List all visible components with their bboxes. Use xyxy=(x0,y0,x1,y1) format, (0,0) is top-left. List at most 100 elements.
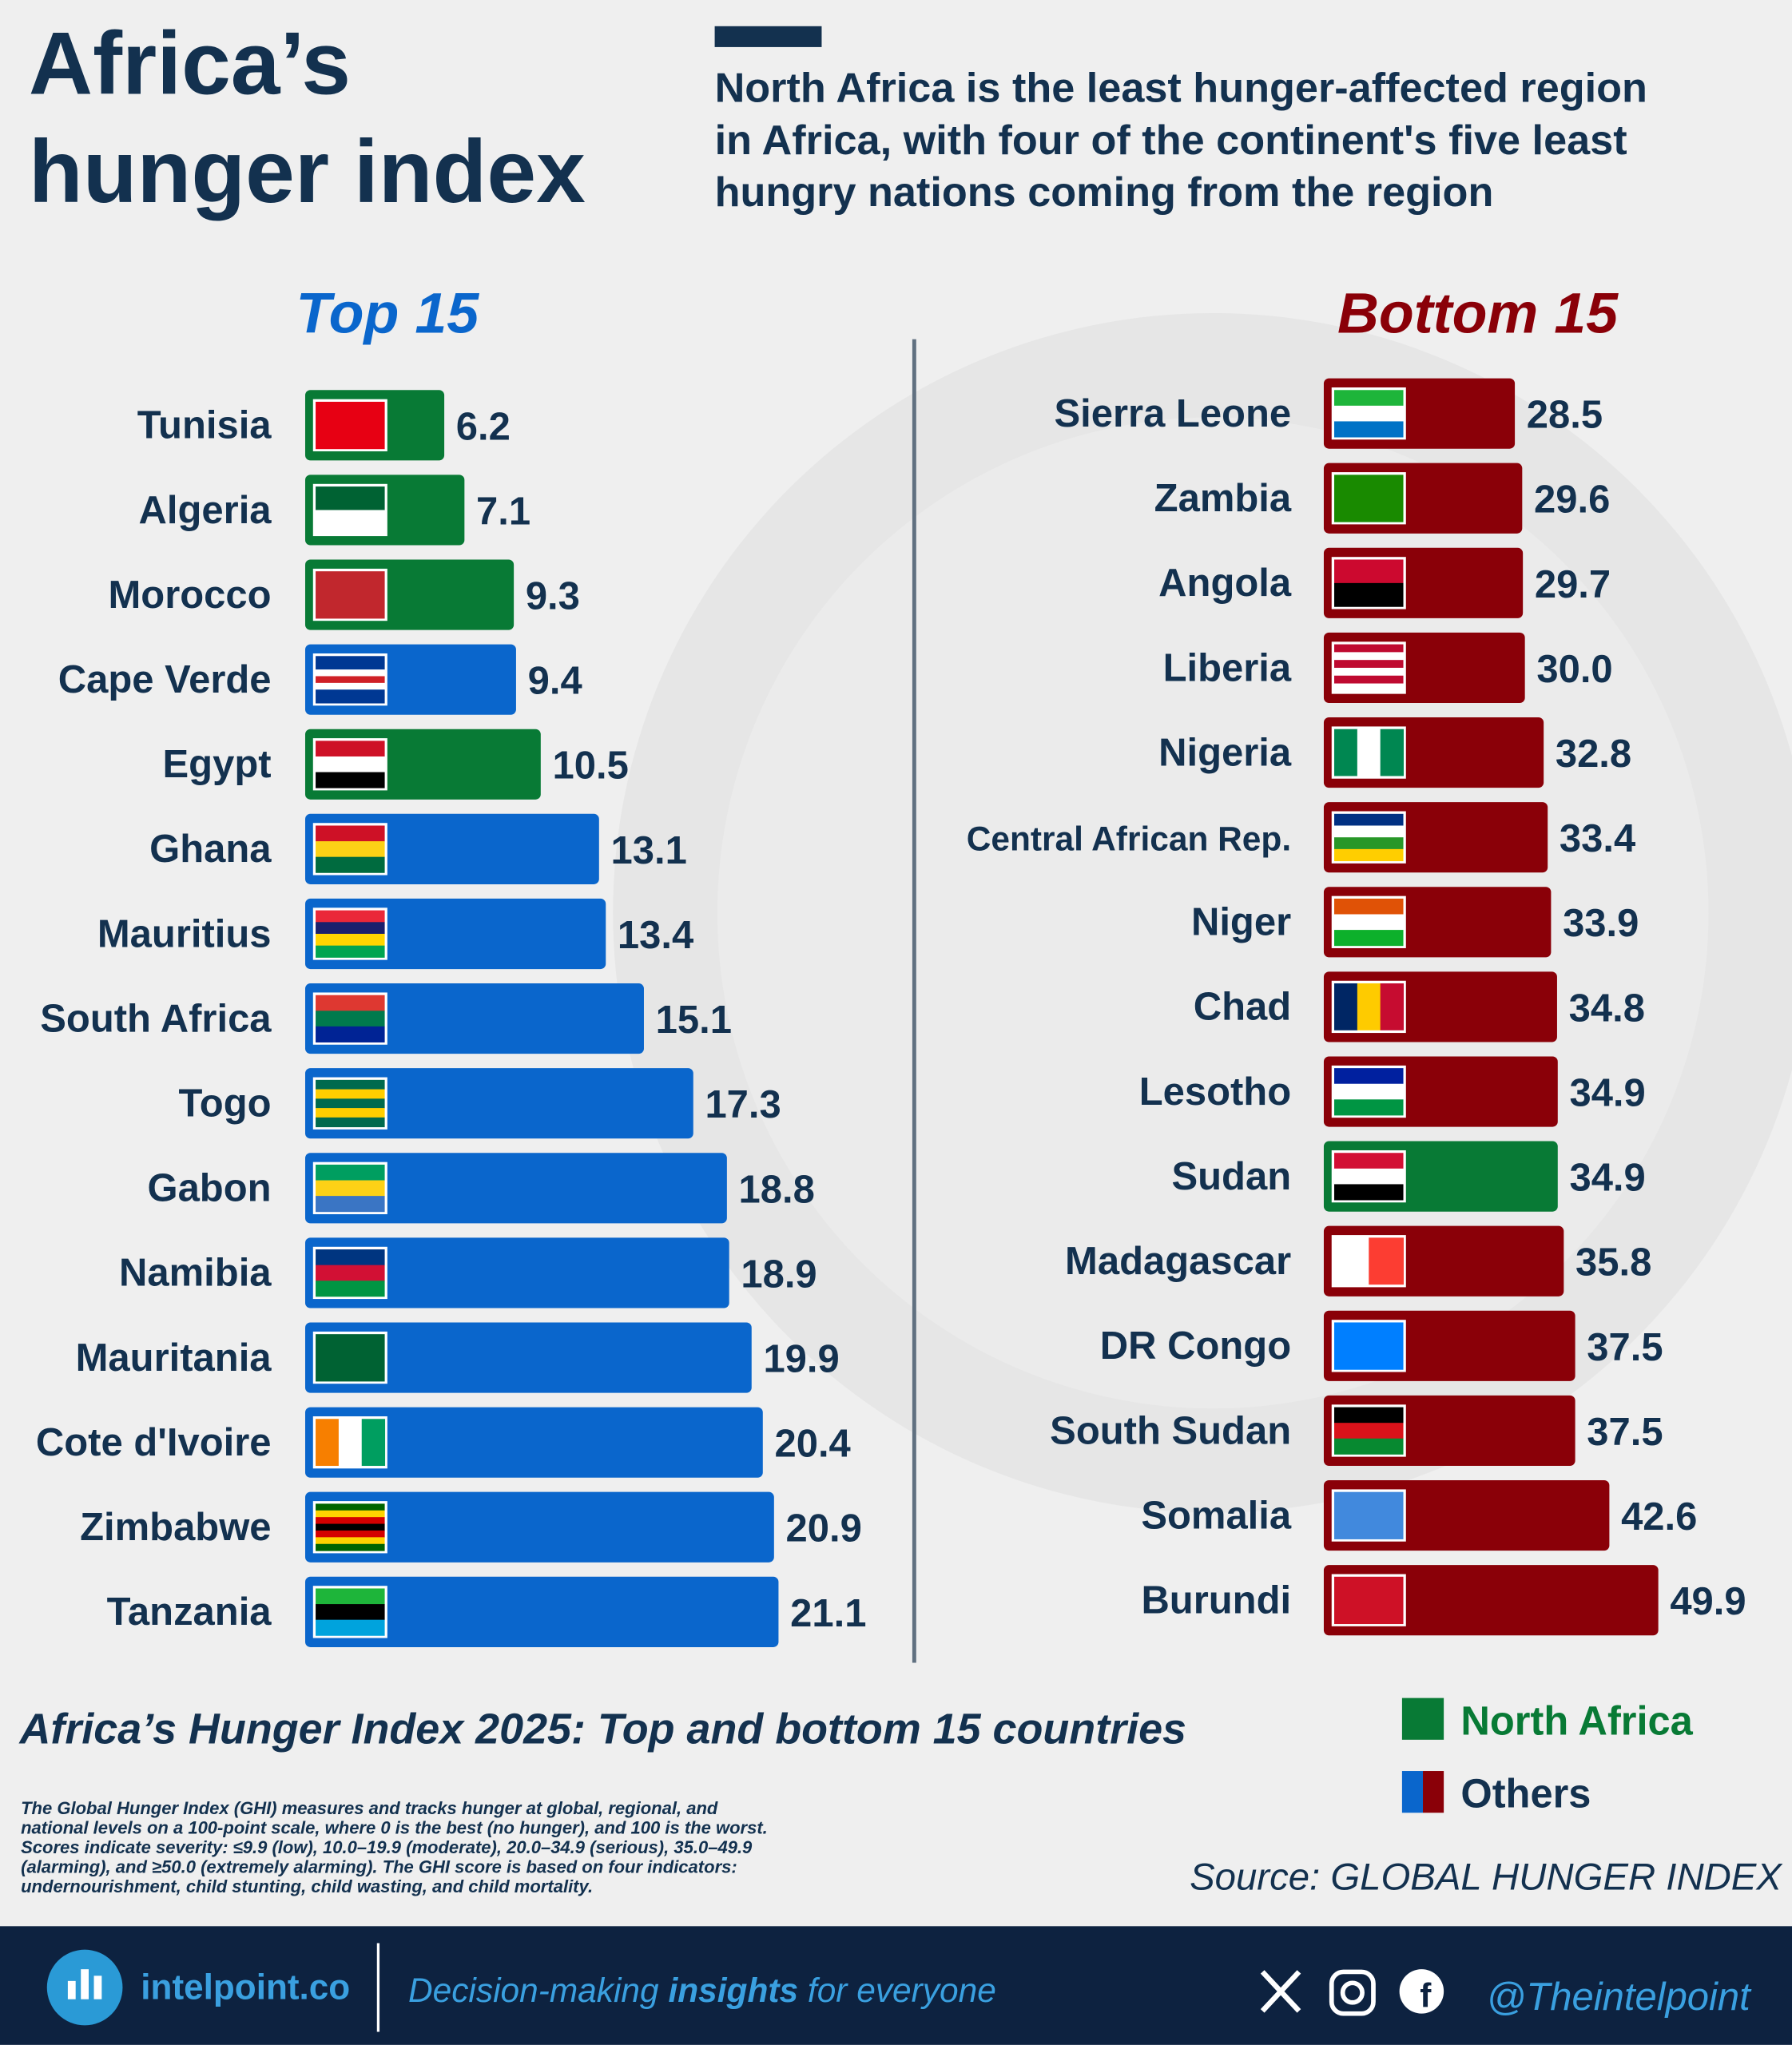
note-line: The Global Hunger Index (GHI) measures a… xyxy=(21,1798,718,1818)
category-label: Cote d'Ivoire xyxy=(36,1421,272,1464)
x-icon[interactable] xyxy=(1260,1970,1301,2013)
category-label: Morocco xyxy=(108,574,271,617)
flag-stripe xyxy=(1357,983,1381,1030)
value-label: 18.9 xyxy=(741,1253,817,1296)
flag xyxy=(1331,1150,1406,1203)
flag-stripe xyxy=(316,756,385,773)
value-label: 10.5 xyxy=(553,745,629,788)
value-label: 42.6 xyxy=(1621,1495,1697,1539)
note-line: national levels on a 100-point scale, wh… xyxy=(21,1817,768,1837)
flag-stripe xyxy=(316,1011,385,1027)
value-label: 21.1 xyxy=(790,1592,866,1635)
flag-stripe xyxy=(316,1108,385,1118)
flag-stripe xyxy=(316,1117,385,1128)
flag-stripe xyxy=(316,772,385,788)
legend: North Africa Others xyxy=(1401,1698,1694,1817)
category-label: South Sudan xyxy=(1050,1409,1291,1452)
flag-stripe xyxy=(1334,1438,1404,1455)
legend-label: Others xyxy=(1460,1771,1591,1817)
value-label: 30.0 xyxy=(1536,648,1612,691)
value-label: 20.4 xyxy=(774,1423,850,1466)
flag-stripe xyxy=(316,1164,385,1181)
value-label: 34.9 xyxy=(1569,1157,1645,1200)
flag-stripe xyxy=(316,856,385,873)
flag-stripe xyxy=(316,669,385,677)
flag-stripe xyxy=(1334,813,1404,826)
category-label: Nigeria xyxy=(1158,731,1292,774)
flag-stripe xyxy=(316,1543,385,1551)
bar-chart: Top 15 Tunisia 6.2 Algeria 7.1 Morocco 9.3 Cape… xyxy=(36,281,866,1647)
flag-stripe xyxy=(316,1510,385,1518)
flag-stripe xyxy=(1334,1322,1404,1370)
value-label: 18.8 xyxy=(739,1168,815,1211)
category-label: Tanzania xyxy=(107,1590,272,1634)
flag-stripe xyxy=(1334,898,1404,915)
flag-stripe xyxy=(316,401,385,450)
category-label: Mauritius xyxy=(97,912,272,955)
value-label: 28.5 xyxy=(1527,394,1603,437)
flag-stripe xyxy=(316,1079,385,1090)
tagline-part: Decision-making xyxy=(408,1972,668,2009)
flag-stripe xyxy=(316,1196,385,1213)
flag xyxy=(312,1246,387,1300)
flag xyxy=(312,1077,387,1130)
flag-stripe xyxy=(316,1619,385,1636)
value-label: 9.3 xyxy=(526,575,580,618)
flag-stripe xyxy=(316,1281,385,1297)
bar xyxy=(304,1322,752,1393)
flag-stripe xyxy=(1334,683,1404,692)
accent-bar xyxy=(714,26,822,47)
flag-stripe xyxy=(1334,848,1404,862)
flag xyxy=(1331,895,1406,948)
charts: Top 15 Tunisia 6.2 Algeria 7.1 Morocco 9.3 Cape… xyxy=(36,281,1746,1647)
flag xyxy=(312,1586,387,1638)
site[interactable]: intelpoint.co xyxy=(141,1968,350,2007)
value-label: 33.9 xyxy=(1563,902,1639,945)
flag-stripe xyxy=(1334,559,1404,584)
category-label: Burundi xyxy=(1141,1579,1291,1622)
flag-stripe xyxy=(1334,652,1404,661)
flag xyxy=(1331,980,1406,1034)
category-label: Lesotho xyxy=(1139,1070,1291,1114)
flag-stripe xyxy=(316,1523,385,1531)
flag xyxy=(312,1331,387,1384)
flag xyxy=(1331,1489,1406,1542)
handle[interactable]: @Theintelpoint xyxy=(1487,1976,1753,2019)
value-label: 13.1 xyxy=(611,829,687,872)
flag-stripe xyxy=(338,1419,363,1467)
flag-stripe xyxy=(361,1419,386,1467)
title-line: hunger index xyxy=(29,122,586,221)
flag-stripe xyxy=(316,825,385,842)
flag-stripe xyxy=(1334,667,1404,677)
flag-stripe xyxy=(1334,1423,1404,1439)
value-label: 13.4 xyxy=(618,914,693,957)
note-line: undernourishment, child stunting, child … xyxy=(21,1876,593,1896)
value-label: 49.9 xyxy=(1670,1580,1746,1623)
flag xyxy=(1331,811,1406,864)
flag-stripe xyxy=(316,656,385,664)
source: Source: GLOBAL HUNGER INDEX xyxy=(1190,1856,1783,1899)
tagline-part: for everyone xyxy=(798,1972,996,2009)
flag xyxy=(1331,641,1406,694)
note-line: (alarming), and ≥50.0 (extremely alarmin… xyxy=(21,1856,737,1876)
title-line: Africa’s xyxy=(29,14,351,113)
category-label: Sierra Leone xyxy=(1054,392,1291,435)
flag xyxy=(312,992,387,1045)
flag-stripe xyxy=(316,1334,385,1382)
bar xyxy=(304,1153,727,1224)
flag-stripe xyxy=(1334,1237,1369,1285)
facebook-icon[interactable]: f xyxy=(1399,1969,1444,2015)
category-label: Madagascar xyxy=(1065,1240,1291,1283)
flag xyxy=(312,568,387,621)
bar xyxy=(304,1491,774,1563)
chart-title: Top 15 xyxy=(296,281,479,345)
flag-stripe xyxy=(1334,421,1404,438)
bar xyxy=(304,1068,693,1139)
flag-stripe xyxy=(1380,983,1405,1030)
instagram-icon[interactable] xyxy=(1329,1969,1376,2016)
value-label: 15.1 xyxy=(656,999,732,1042)
bar xyxy=(1323,1565,1659,1636)
flag-stripe xyxy=(316,1098,385,1109)
